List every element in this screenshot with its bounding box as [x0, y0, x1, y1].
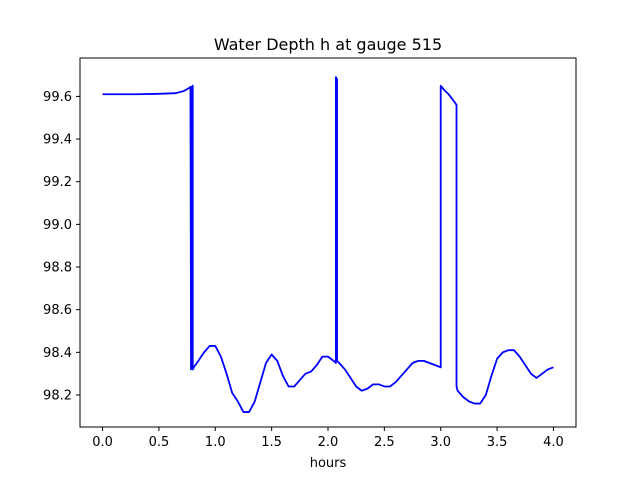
x-tick-label: 3.5 — [487, 435, 508, 450]
x-tick-label: 1.5 — [261, 435, 282, 450]
y-tick-label: 98.8 — [43, 261, 72, 276]
x-tick-label: 1.0 — [205, 435, 226, 450]
y-tick-label: 99.0 — [43, 218, 72, 233]
x-tick-label: 2.5 — [374, 435, 395, 450]
y-tick-label: 99.6 — [43, 90, 72, 105]
x-tick-label: 3.0 — [430, 435, 451, 450]
series-line-0 — [102, 76, 554, 413]
x-tick-label: 0.0 — [92, 435, 113, 450]
x-axis-label: hours — [310, 456, 347, 471]
y-tick-label: 99.2 — [43, 175, 72, 190]
x-tick-label: 4.0 — [543, 435, 564, 450]
y-tick-label: 98.2 — [43, 389, 72, 404]
chart-title: Water Depth h at gauge 515 — [214, 35, 442, 54]
y-tick-label: 98.6 — [43, 303, 72, 318]
y-tick-label: 99.4 — [43, 133, 72, 148]
x-axis: 0.0 0.5 1.0 1.5 2.0 2.5 3.0 3.5 4.0 — [92, 427, 564, 450]
x-tick-label: 0.5 — [149, 435, 170, 450]
y-axis: 98.2 98.4 98.6 98.8 99.0 99.2 99.4 99.6 — [43, 90, 80, 404]
plot-layer — [102, 76, 554, 413]
x-tick-label: 2.0 — [318, 435, 339, 450]
y-tick-label: 98.4 — [43, 346, 72, 361]
